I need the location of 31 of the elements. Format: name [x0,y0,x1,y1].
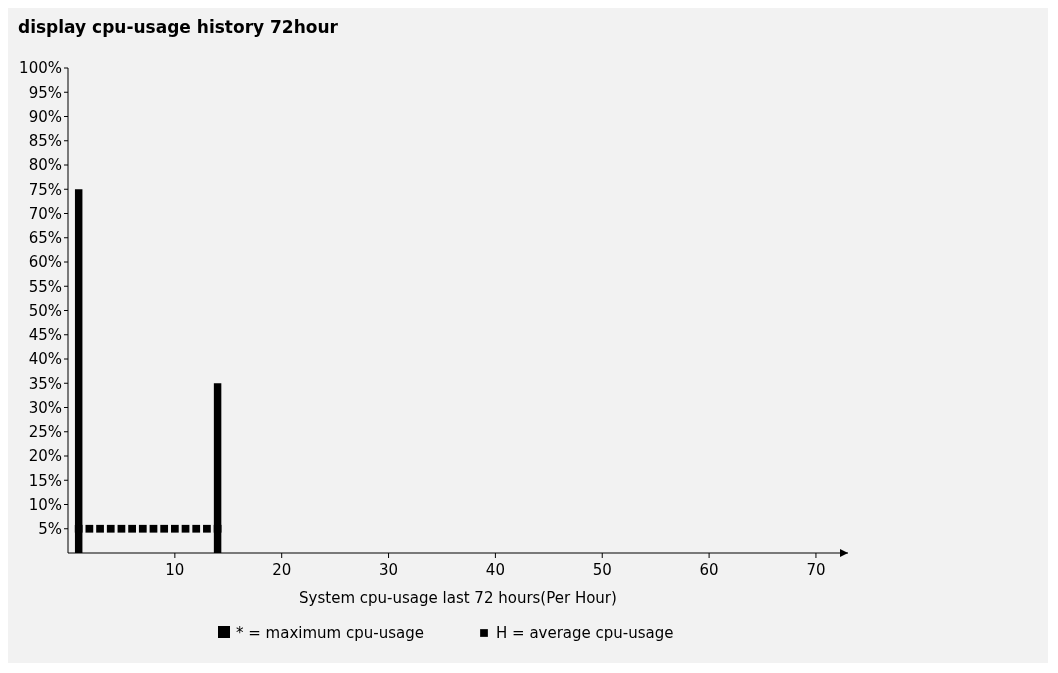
x-axis-title: System cpu-usage last 72 hours(Per Hour) [299,589,617,607]
x-tick-label: 60 [699,561,719,579]
y-tick-label: 90% [28,107,62,126]
x-tick-label: 40 [485,561,505,579]
y-tick-label: 45% [28,326,62,344]
y-tick-label: 20% [28,447,62,466]
legend-label: H = average cpu-usage [496,624,674,642]
y-tick-label: 30% [28,398,62,417]
x-tick-label: 30 [379,561,399,579]
y-tick-label: 100% [19,59,62,78]
y-tick-label: 15% [28,471,62,490]
y-tick-label: 5% [38,520,62,538]
y-tick-label: 50% [28,301,62,320]
chart-title: display cpu-usage history 72hour [18,17,339,37]
y-tick-label: 80% [28,156,62,175]
x-tick-label: 20 [272,561,292,579]
x-tick-label: 70 [806,561,826,579]
y-tick-label: 65% [28,229,62,247]
y-tick-label: 85% [28,132,62,150]
x-tick-label: 10 [165,561,185,579]
y-tick-label: 25% [28,423,62,441]
y-tick-label: 35% [28,374,62,393]
y-tick-label: 55% [28,277,62,296]
x-tick-label: 50 [592,561,612,579]
y-tick-label: 60% [28,253,62,272]
y-tick-label: 95% [28,83,62,102]
y-tick-label: 75% [28,180,62,199]
y-tick-label: 10% [28,495,62,514]
y-tick-label: 40% [28,350,62,369]
legend-label: * = maximum cpu-usage [236,624,424,642]
y-tick-label: 70% [28,204,62,223]
